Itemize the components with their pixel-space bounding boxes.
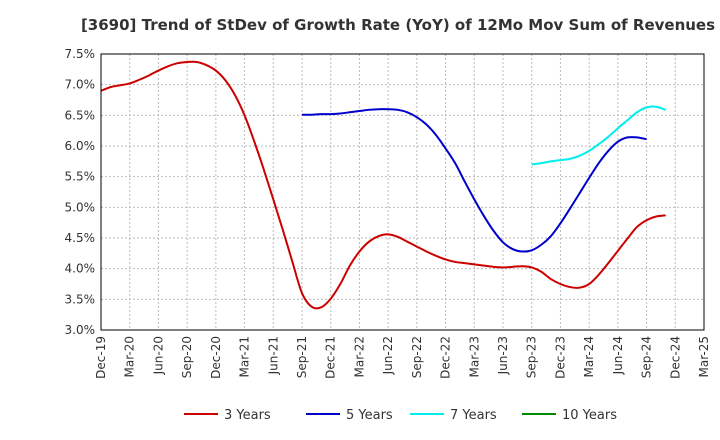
x-tick-label: Jun-21 — [266, 336, 280, 375]
x-tick-label: Dec-23 — [553, 336, 567, 379]
x-tick-label: Dec-22 — [439, 336, 453, 379]
grid — [100, 53, 705, 331]
x-tick-label: Dec-20 — [209, 336, 223, 379]
x-tick-label: Sep-21 — [295, 336, 309, 378]
x-tick-label: Dec-24 — [668, 336, 682, 379]
legend: 3 Years 5 Years 7 Years 10 Years — [184, 408, 617, 423]
legend-label-7-years: 7 Years — [450, 408, 497, 423]
series-layer — [100, 60, 667, 310]
series-line-7-years — [531, 105, 667, 166]
plot-frame — [100, 53, 705, 331]
y-tick-label: 4.0% — [65, 262, 96, 276]
x-tick-label: Mar-23 — [467, 336, 481, 377]
series-line-5-years — [301, 108, 647, 253]
x-tick-label: Mar-24 — [582, 336, 596, 377]
y-tick-label: 5.0% — [65, 200, 96, 214]
legend-label-10-years: 10 Years — [562, 408, 617, 423]
x-tick-label: Mar-21 — [238, 336, 252, 377]
x-tick-label: Dec-21 — [324, 336, 338, 379]
legend-label-5-years: 5 Years — [346, 408, 393, 423]
x-tick-label: Jun-20 — [151, 336, 165, 375]
y-tick-label: 3.0% — [65, 323, 96, 337]
y-tick-label: 7.0% — [65, 78, 96, 92]
y-tick-label: 6.5% — [65, 108, 96, 122]
x-tick-label: Jun-23 — [496, 336, 510, 375]
y-tick-label: 5.5% — [65, 170, 96, 184]
x-tick-label: Jun-24 — [611, 336, 625, 375]
y-tick-label: 3.5% — [65, 292, 96, 306]
x-tick-label: Sep-20 — [180, 336, 194, 378]
x-tick-label: Sep-24 — [640, 336, 654, 378]
x-tick-label: Sep-23 — [525, 336, 539, 378]
y-tick-label: 4.5% — [65, 231, 96, 245]
y-axis: 3.0% 3.5% 4.0% 4.5% 5.0% 5.5% 6.0% 6.5% 7.0% 7.5% — [65, 47, 96, 337]
y-tick-label: 7.5% — [65, 47, 96, 61]
x-tick-label: Mar-20 — [123, 336, 137, 377]
x-tick-label: Mar-22 — [352, 336, 366, 377]
chart-title: [3690] Trend of StDev of Growth Rate (Yo… — [81, 16, 715, 34]
x-tick-label: Dec-19 — [94, 336, 108, 379]
x-tick-label: Mar-25 — [697, 336, 711, 377]
legend-label-3-years: 3 Years — [224, 408, 271, 423]
x-tick-label: Jun-22 — [381, 336, 395, 375]
y-tick-label: 6.0% — [65, 139, 96, 153]
x-axis: Dec-19 Mar-20 Jun-20 Sep-20 Dec-20 Mar-21 Jun-… — [94, 336, 711, 379]
x-tick-label: Sep-22 — [410, 336, 424, 378]
series-line-3-years — [100, 60, 666, 310]
